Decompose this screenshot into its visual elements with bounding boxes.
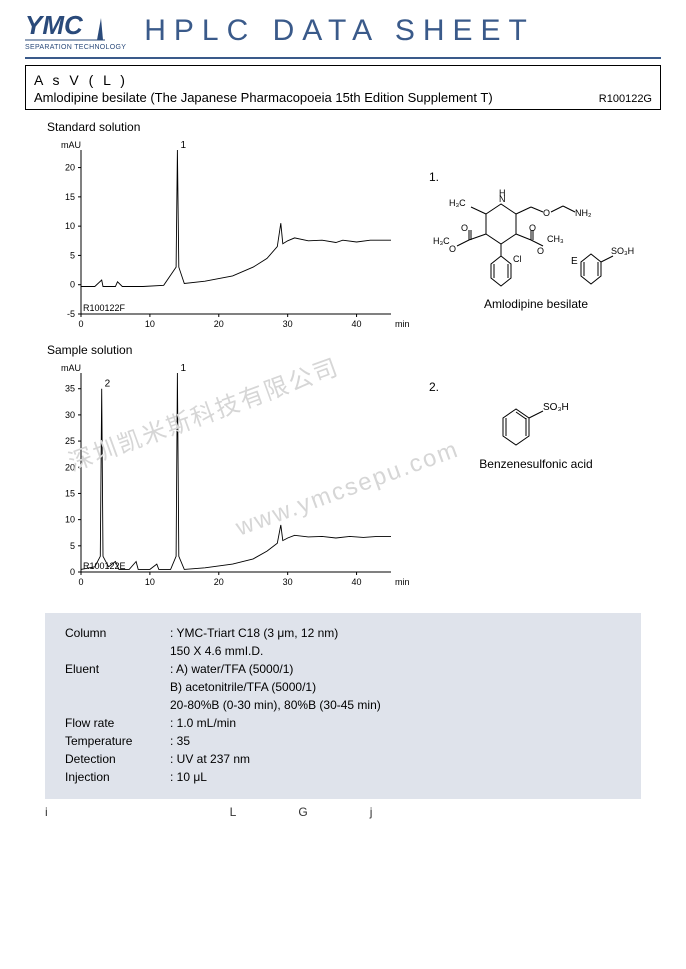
svg-text:10: 10	[65, 221, 75, 231]
svg-text:CH₃: CH₃	[547, 234, 564, 244]
param-flow-label: Flow rate	[61, 715, 164, 731]
param-inj-v: : 10 μL	[166, 769, 385, 785]
svg-text:20: 20	[214, 577, 224, 587]
param-flow-v: : 1.0 mL/min	[166, 715, 385, 731]
svg-text:20: 20	[65, 462, 75, 472]
param-det-v: : UV at 237 nm	[166, 751, 385, 767]
svg-text:O: O	[537, 246, 544, 256]
svg-text:H₃C: H₃C	[433, 236, 450, 246]
footer-G: G	[298, 805, 309, 819]
svg-text:H: H	[499, 188, 506, 198]
header-code: R100122G	[599, 93, 652, 105]
svg-text:30: 30	[283, 319, 293, 329]
svg-text:min: min	[395, 577, 410, 587]
footer-j: j	[370, 805, 375, 819]
compound-1-num: 1.	[421, 170, 651, 184]
svg-text:35: 35	[65, 384, 75, 394]
svg-text:25: 25	[65, 436, 75, 446]
svg-text:-5: -5	[67, 309, 75, 319]
svg-text:R100122F: R100122F	[83, 303, 126, 313]
svg-text:O: O	[449, 244, 456, 254]
param-temp-v: : 35	[166, 733, 385, 749]
svg-text:YMC: YMC	[25, 10, 84, 40]
svg-text:O: O	[543, 208, 550, 218]
svg-text:15: 15	[65, 192, 75, 202]
parameters-box: Column : YMC-Triart C18 (3 μm, 12 nm) 15…	[45, 613, 641, 799]
compound-1: 1. N H H₃C O H₃C O O NH₂	[421, 170, 651, 311]
compound-2-num: 2.	[421, 380, 651, 394]
param-det-label: Detection	[61, 751, 164, 767]
svg-text:mAU: mAU	[61, 363, 81, 373]
chart1-label: Standard solution	[47, 120, 661, 134]
svg-text:O: O	[529, 223, 536, 233]
compound-2-structure: SO₃H	[471, 394, 601, 454]
footer-i: i	[45, 805, 50, 819]
svg-text:SO₃H: SO₃H	[611, 246, 634, 256]
svg-text:0: 0	[70, 280, 75, 290]
param-eluent-v2: B) acetonitrile/TFA (5000/1)	[166, 679, 385, 695]
svg-text:R100122E: R100122E	[83, 561, 126, 571]
param-eluent-label: Eluent	[61, 661, 164, 677]
svg-text:0: 0	[78, 577, 83, 587]
svg-text:10: 10	[145, 319, 155, 329]
footer-L: L	[230, 805, 239, 819]
svg-text:30: 30	[65, 410, 75, 420]
footer: i L G j	[45, 805, 641, 819]
svg-text:20: 20	[65, 163, 75, 173]
svg-text:40: 40	[352, 319, 362, 329]
svg-text:40: 40	[352, 577, 362, 587]
svg-text:5: 5	[70, 541, 75, 551]
header-row1: A s V ( L )	[34, 70, 652, 90]
logo: YMC SEPARATION TECHNOLOGY	[25, 10, 126, 51]
svg-text:mAU: mAU	[61, 140, 81, 150]
param-eluent-v1: : A) water/TFA (5000/1)	[166, 661, 385, 677]
svg-text:1: 1	[180, 140, 186, 151]
header-box: A s V ( L ) Amlodipine besilate (The Jap…	[25, 65, 661, 110]
param-column-v2: 150 X 4.6 mmI.D.	[166, 643, 385, 659]
svg-text:30: 30	[283, 577, 293, 587]
svg-text:E: E	[571, 256, 578, 267]
svg-text:0: 0	[78, 319, 83, 329]
logo-tagline: SEPARATION TECHNOLOGY	[25, 44, 126, 51]
svg-text:1: 1	[180, 363, 186, 374]
svg-text:H₃C: H₃C	[449, 198, 466, 208]
param-column-label: Column	[61, 625, 164, 641]
svg-text:15: 15	[65, 488, 75, 498]
chart2-label: Sample solution	[47, 343, 661, 357]
page-title: HPLC DATA SHEET	[144, 14, 535, 48]
svg-text:10: 10	[145, 577, 155, 587]
param-column-v1: : YMC-Triart C18 (3 μm, 12 nm)	[166, 625, 385, 641]
param-temp-label: Temperature	[61, 733, 164, 749]
param-eluent-v3: 20-80%B (0-30 min), 80%B (30-45 min)	[166, 697, 385, 713]
compound-1-structure: N H H₃C O H₃C O O NH₂ O	[431, 184, 641, 294]
header-bar: YMC SEPARATION TECHNOLOGY HPLC DATA SHEE…	[25, 10, 661, 59]
svg-text:min: min	[395, 319, 410, 329]
svg-text:20: 20	[214, 319, 224, 329]
svg-text:0: 0	[70, 567, 75, 577]
svg-text:NH₂: NH₂	[575, 208, 592, 218]
svg-text:SO₃H: SO₃H	[543, 402, 569, 413]
header-subtitle: Amlodipine besilate (The Japanese Pharma…	[34, 90, 493, 105]
compound-2-name: Benzenesulfonic acid	[421, 457, 651, 471]
svg-text:10: 10	[65, 515, 75, 525]
svg-text:2: 2	[105, 379, 111, 390]
param-inj-label: Injection	[61, 769, 164, 785]
svg-text:O: O	[461, 223, 468, 233]
compound-1-name: Amlodipine besilate	[421, 297, 651, 311]
compound-2: 2. SO₃H Benzenesulfonic acid	[421, 380, 651, 471]
svg-text:5: 5	[70, 250, 75, 260]
svg-text:Cl: Cl	[513, 254, 522, 264]
